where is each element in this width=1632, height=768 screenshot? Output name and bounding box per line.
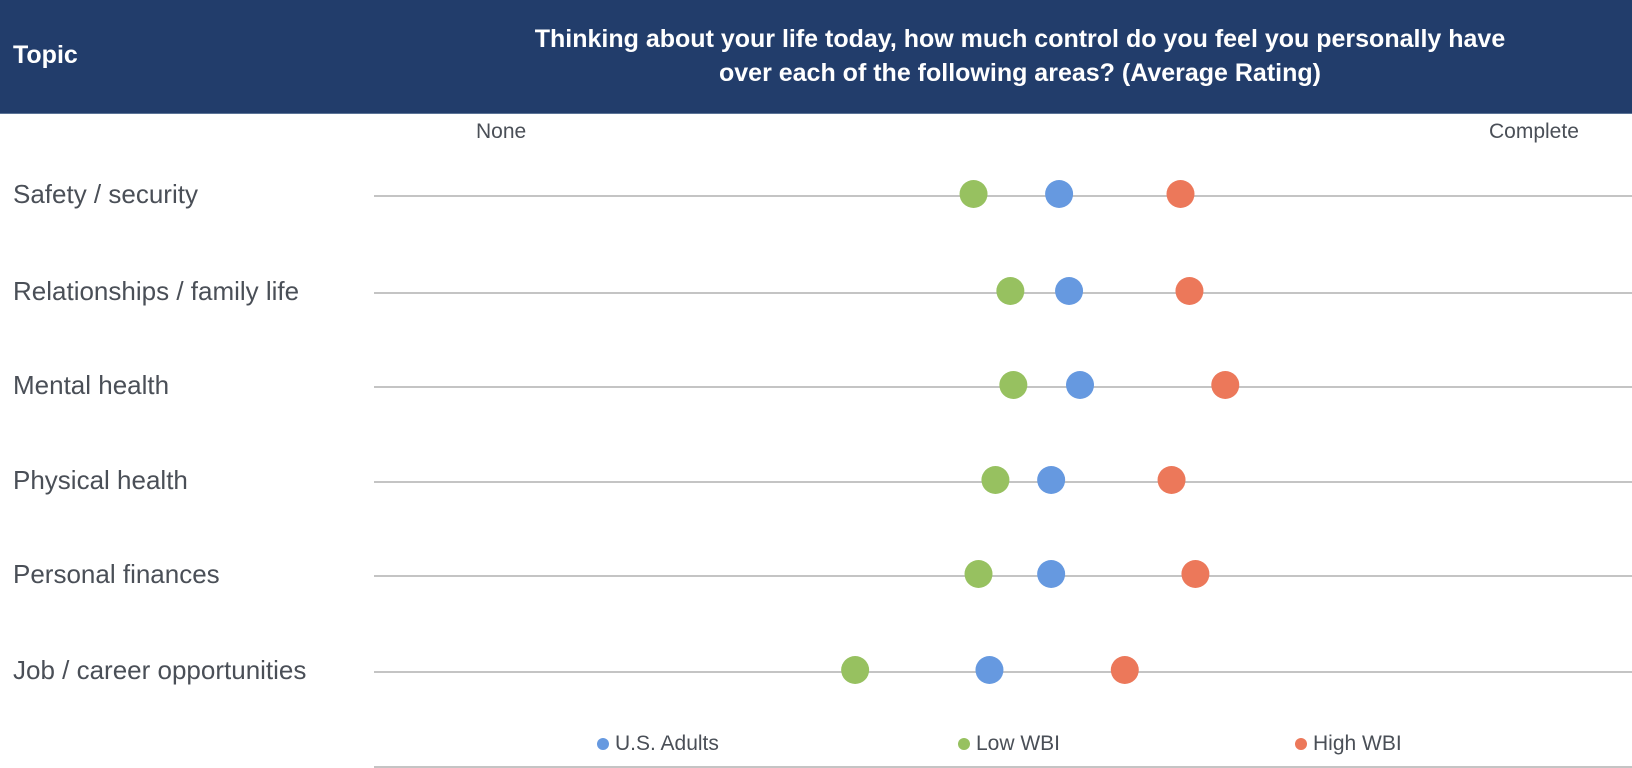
data-point-low-wbi: [964, 560, 993, 588]
legend-marker-icon: [1295, 738, 1307, 750]
row-label: Mental health: [13, 370, 170, 400]
row-label: Relationships / family life: [13, 276, 300, 306]
legend-item: Low WBI: [958, 732, 1060, 756]
row-label: Physical health: [13, 465, 188, 495]
legend-item: U.S. Adults: [597, 732, 719, 756]
data-point-u-s-adults: [1037, 466, 1066, 494]
data-point-high-wbi: [1157, 466, 1186, 494]
data-point-high-wbi: [1175, 277, 1204, 305]
row-label: Personal finances: [13, 559, 220, 589]
scale-min-label: None: [476, 120, 527, 143]
data-point-high-wbi: [1166, 180, 1195, 208]
data-point-u-s-adults: [1055, 277, 1084, 305]
topic-column-header: Topic: [13, 41, 78, 69]
question-column-header: Thinking about your life today, how much…: [534, 25, 1506, 87]
legend-label: U.S. Adults: [615, 732, 719, 755]
data-point-low-wbi: [959, 180, 988, 208]
data-point-high-wbi: [1110, 656, 1139, 684]
data-point-low-wbi: [996, 277, 1025, 305]
data-point-u-s-adults: [1045, 180, 1074, 208]
scale-max-label: Complete: [1489, 120, 1579, 143]
data-point-u-s-adults: [1066, 371, 1095, 399]
data-point-low-wbi: [841, 656, 870, 684]
data-point-low-wbi: [999, 371, 1028, 399]
data-point-low-wbi: [981, 466, 1010, 494]
data-point-high-wbi: [1181, 560, 1210, 588]
legend-label: High WBI: [1313, 732, 1402, 755]
data-point-u-s-adults: [1037, 560, 1066, 588]
legend-label: Low WBI: [976, 732, 1061, 755]
legend-marker-icon: [597, 738, 609, 750]
row-label: Safety / security: [13, 179, 198, 209]
legend-marker-icon: [958, 738, 970, 750]
data-point-u-s-adults: [975, 656, 1004, 684]
table-header: Topic Thinking about your life today, ho…: [0, 0, 1632, 114]
data-point-high-wbi: [1211, 371, 1240, 399]
row-label: Job / career opportunities: [13, 655, 307, 685]
legend-item: High WBI: [1295, 732, 1402, 756]
